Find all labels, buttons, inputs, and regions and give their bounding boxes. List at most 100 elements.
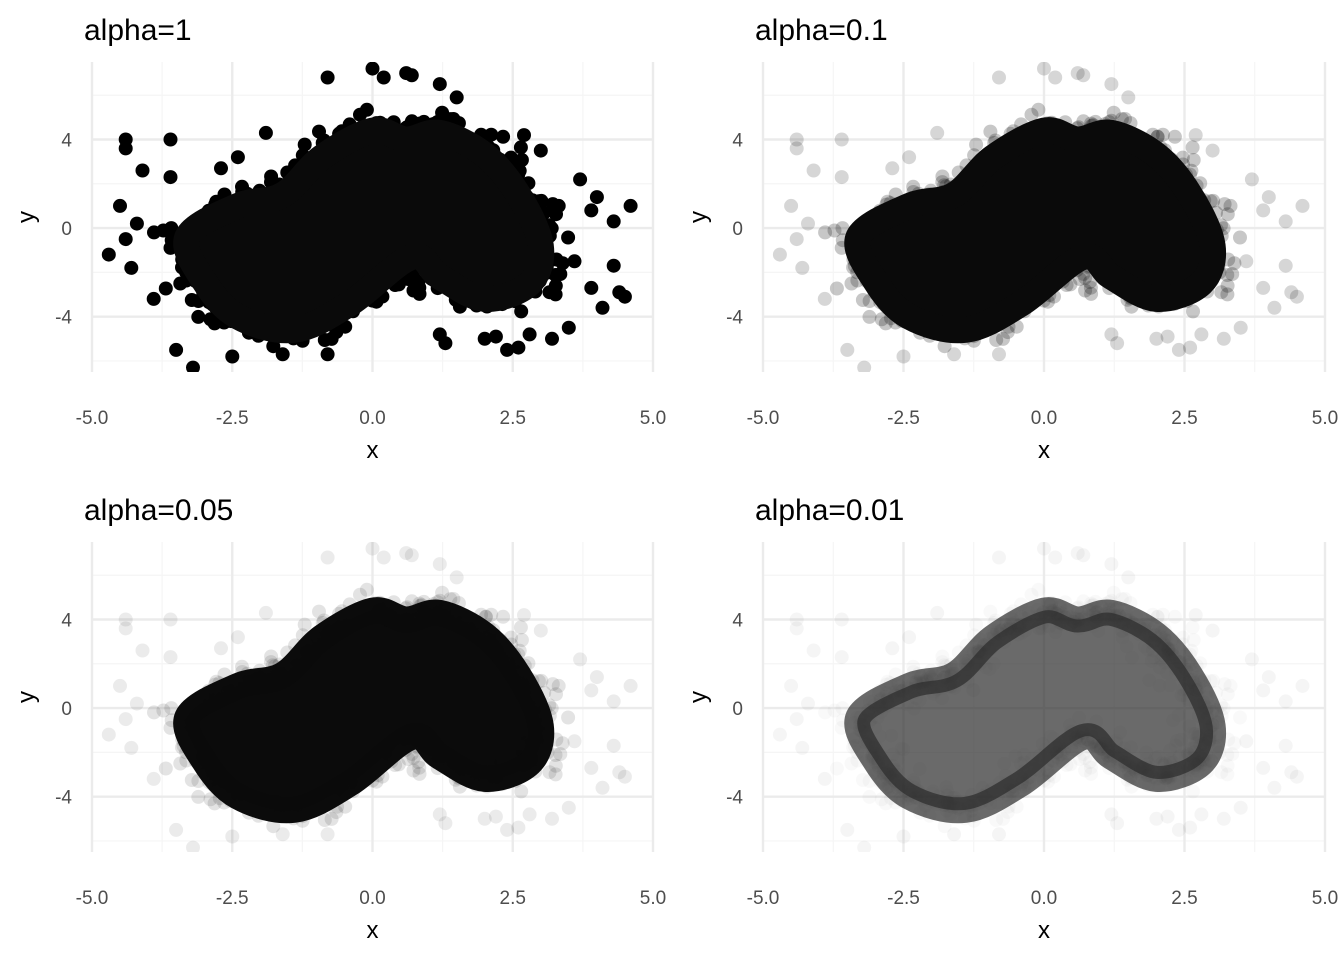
scatter-point	[1216, 331, 1231, 346]
scatter-point	[438, 336, 453, 351]
scatter-point	[1225, 267, 1240, 282]
scatter-point	[513, 140, 528, 155]
scatter-point	[146, 771, 161, 786]
scatter-point	[258, 125, 273, 140]
scatter-point	[173, 756, 188, 771]
scatter-point	[320, 70, 335, 85]
y-axis-label: y	[13, 691, 40, 703]
scatter-point	[1121, 570, 1136, 585]
x-axis-label: x	[1038, 437, 1050, 464]
scatter-point	[947, 827, 962, 842]
scatter-point	[135, 643, 150, 658]
scatter-point	[789, 141, 804, 156]
scatter-point	[432, 77, 447, 92]
scatter-point	[1220, 278, 1235, 293]
scatter-point	[522, 807, 537, 822]
scatter-point	[477, 811, 492, 826]
scatter-point	[1155, 127, 1170, 142]
scatter-point	[818, 705, 832, 719]
scatter-point	[514, 153, 529, 167]
scatter-point	[317, 813, 332, 827]
scatter-point	[1295, 198, 1310, 213]
scatter-point	[1216, 811, 1231, 826]
scatter-point	[1267, 300, 1282, 315]
scatter-point	[606, 258, 621, 273]
scatter-point	[801, 696, 815, 711]
scatter-point	[1186, 153, 1201, 167]
scatter-point	[548, 767, 563, 782]
panel-title: alpha=1	[84, 14, 192, 47]
scatter-point	[1221, 687, 1235, 701]
scatter-point	[297, 137, 312, 152]
scatter-point	[432, 807, 447, 822]
scatter-point	[353, 107, 367, 122]
scatter-point	[404, 68, 419, 83]
scatter-point	[101, 247, 116, 262]
scatter-point	[1267, 780, 1282, 795]
panel-title: alpha=0.1	[755, 14, 888, 47]
scatter-point	[230, 630, 245, 645]
scatter-point	[1037, 542, 1051, 556]
panel-title: alpha=0.05	[84, 494, 233, 527]
scatter-point	[156, 703, 171, 718]
scatter-point	[1220, 767, 1234, 781]
scatter-point	[1227, 256, 1242, 271]
scatter-point	[548, 748, 563, 762]
scatter-point	[320, 550, 335, 565]
scatter-point	[1233, 800, 1248, 815]
x-tick-label: 5.0	[640, 408, 666, 429]
scatter-point	[1078, 270, 1093, 285]
scatter-point	[835, 221, 850, 236]
x-tick-label: 0.0	[1031, 888, 1057, 909]
scatter-point	[969, 137, 984, 152]
x-tick-label: -2.5	[887, 888, 920, 909]
scatter-point	[113, 678, 127, 693]
scatter-point	[595, 780, 610, 795]
scatter-point	[517, 128, 531, 143]
scatter-point	[1188, 608, 1203, 623]
scatter-point	[561, 320, 576, 335]
scatter-point	[885, 161, 900, 176]
scatter-point	[992, 347, 1006, 362]
scatter-point	[1082, 275, 1097, 290]
scatter-point	[449, 570, 464, 585]
scatter-point	[264, 649, 279, 664]
scatter-point	[158, 761, 173, 776]
scatter-point	[514, 633, 529, 647]
scatter-point	[555, 736, 570, 751]
scatter-point	[595, 300, 610, 315]
x-tick-label: -5.0	[747, 408, 780, 429]
scatter-point	[365, 62, 380, 76]
scatter-point	[203, 792, 218, 807]
scatter-point	[561, 230, 576, 245]
scatter-point	[146, 291, 161, 306]
scatter-point	[320, 347, 335, 362]
scatter-point	[1149, 811, 1164, 826]
scatter-point	[896, 349, 911, 364]
scatter-point	[1121, 90, 1136, 105]
x-axis-label: x	[367, 437, 379, 464]
scatter-point	[992, 550, 1006, 565]
scatter-point	[817, 291, 832, 306]
scatter-point	[484, 607, 499, 622]
scatter-point	[522, 327, 537, 342]
scatter-point	[830, 762, 844, 776]
x-tick-label: 5.0	[640, 888, 666, 909]
scatter-point	[124, 260, 139, 275]
scatter-point	[113, 198, 127, 213]
scatter-point	[376, 70, 391, 85]
scatter-point	[549, 687, 563, 702]
scatter-point	[533, 143, 548, 158]
gridlines	[761, 62, 1327, 372]
scatter-point	[411, 755, 426, 770]
scatter-point	[158, 281, 173, 296]
scatter-point	[567, 734, 582, 749]
x-tick-label: 0.0	[359, 408, 385, 429]
scatter-point	[1024, 107, 1039, 122]
scatter-point	[1256, 280, 1271, 295]
scatter-point	[772, 727, 787, 742]
dense-point-region	[173, 117, 555, 344]
scatter-point	[935, 169, 950, 184]
scatter-point	[1104, 77, 1119, 92]
scatter-point	[863, 790, 877, 804]
